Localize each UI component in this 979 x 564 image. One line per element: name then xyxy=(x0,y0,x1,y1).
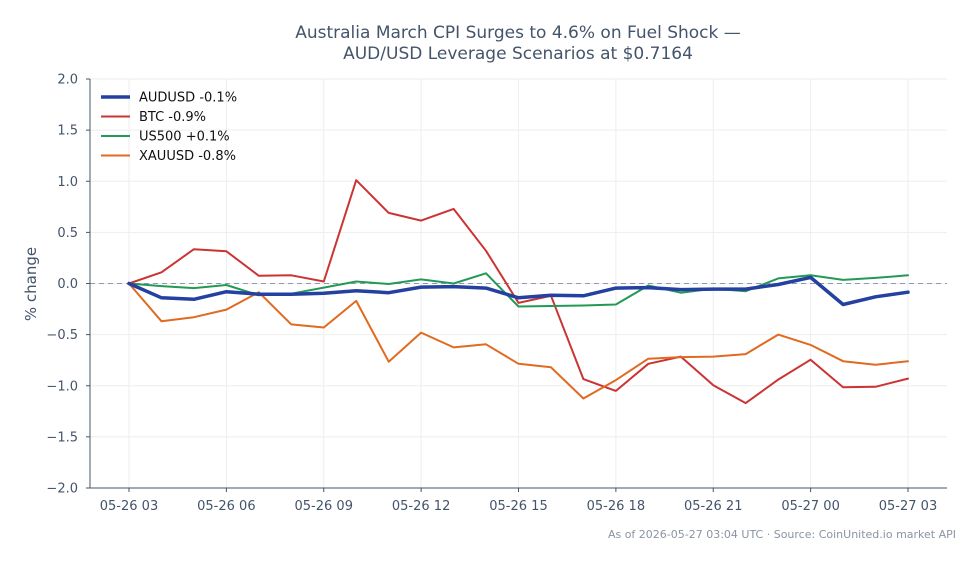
x-tick-label: 05-26 06 xyxy=(197,499,255,514)
legend-label: US500 +0.1% xyxy=(139,130,230,145)
chart-title-line-1: Australia March CPI Surges to 4.6% on Fu… xyxy=(295,23,741,43)
legend-label: BTC -0.9% xyxy=(139,110,206,125)
y-tick-labels: 2.0 1.5 1.0 0.5 0.0 −0.5 −1.0 −1.5 −2.0 xyxy=(46,73,90,497)
x-tick-label: 05-26 21 xyxy=(684,499,742,514)
x-tick-labels: 05-26 03 05-26 06 05-26 09 05-26 12 05-26 15… xyxy=(100,488,937,514)
y-tick-label: 1.5 xyxy=(57,124,78,139)
legend-label: XAUUSD -0.8% xyxy=(139,149,236,164)
y-tick-label: 0.5 xyxy=(57,226,78,241)
y-tick-label: −1.5 xyxy=(46,430,78,445)
x-tick-label: 05-26 18 xyxy=(587,499,645,514)
x-tick-label: 05-27 03 xyxy=(879,499,937,514)
y-tick-label: 0.0 xyxy=(57,277,78,292)
y-tick-label: −1.0 xyxy=(46,379,78,394)
series-lines xyxy=(127,179,910,405)
legend-label: AUDUSD -0.1% xyxy=(139,91,237,106)
series-line-4 xyxy=(128,282,909,400)
y-tick-label: 2.0 xyxy=(57,73,78,88)
source-footer: As of 2026-05-27 03:04 UTC · Source: Coi… xyxy=(608,528,956,541)
y-tick-label: −2.0 xyxy=(46,482,78,497)
grid-lines xyxy=(90,78,947,489)
y-tick-label: −0.5 xyxy=(46,328,78,343)
y-tick-label: 1.0 xyxy=(57,175,78,190)
x-tick-label: 05-26 12 xyxy=(392,499,450,514)
x-tick-label: 05-27 00 xyxy=(781,499,839,514)
series-line-1 xyxy=(127,275,910,307)
chart-title-line-2: AUD/USD Leverage Scenarios at $0.7164 xyxy=(343,44,693,64)
series-line-2 xyxy=(128,179,909,405)
y-axis-label: % change xyxy=(22,247,40,321)
x-tick-label: 05-26 03 xyxy=(100,499,158,514)
x-tick-label: 05-26 09 xyxy=(295,499,353,514)
legend: AUDUSD -0.1% BTC -0.9% US500 +0.1% XAUUSD -… xyxy=(101,91,237,164)
x-tick-label: 05-26 15 xyxy=(489,499,547,514)
